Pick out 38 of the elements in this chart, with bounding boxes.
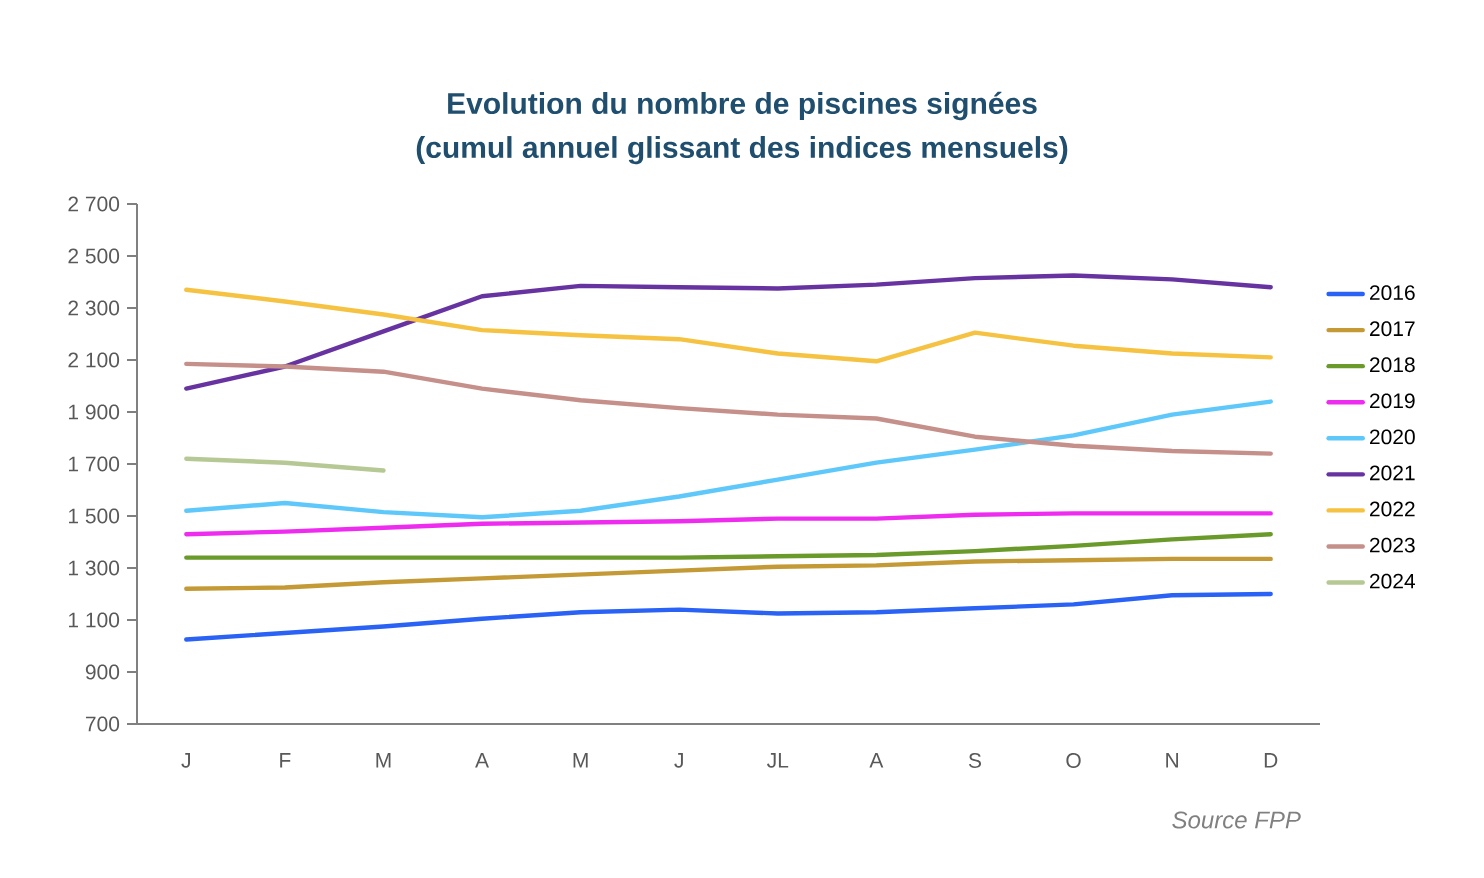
legend-label: 2024 — [1370, 573, 1416, 589]
x-tick-label: D — [1264, 753, 1278, 768]
legend-label: 2018 — [1370, 357, 1415, 373]
x-tick-label: S — [968, 753, 981, 768]
x-tick-label: M — [376, 753, 391, 768]
x-tick-label: A — [869, 753, 884, 768]
x-tick-label: F — [280, 753, 291, 768]
line-series — [184, 399, 1273, 520]
line-series — [184, 361, 1273, 456]
legend-label: 2017 — [1370, 321, 1415, 337]
x-tick-label: JL — [767, 753, 789, 768]
y-tick-label: 1 900 — [68, 404, 120, 420]
y-tick-label: 1 300 — [68, 560, 120, 576]
x-tick-label: N — [1166, 753, 1178, 768]
line-series — [184, 287, 1273, 364]
legend-label: 2020 — [1370, 429, 1415, 445]
y-tick-label: 2 100 — [68, 352, 120, 368]
y-tick-label: 2 300 — [68, 300, 120, 316]
x-tick-label: J — [181, 753, 190, 768]
legend-label: 2023 — [1370, 537, 1415, 553]
x-tick-label: M — [573, 753, 588, 768]
x-tick-label: J — [674, 753, 683, 768]
chart-title: Evolution du nombre de piscines signées (cumul annuel glissant des indices mensuels) — [416, 91, 1068, 165]
x-tick-label: A — [475, 753, 489, 768]
y-tick-label: 1 500 — [68, 508, 120, 524]
y-tick-label: 2 500 — [68, 248, 120, 264]
source-note: Source FPP — [1172, 811, 1301, 829]
legend-label: 2021 — [1370, 465, 1415, 481]
line-series — [184, 273, 1273, 391]
x-tick-label: O — [1066, 753, 1081, 768]
y-tick-label: 900 — [85, 664, 120, 680]
y-tick-label: 700 — [85, 716, 120, 732]
y-tick-label: 2 700 — [68, 196, 120, 212]
legend-label: 2022 — [1370, 501, 1415, 517]
y-tick-label: 1 700 — [68, 456, 120, 472]
legend-label: 2019 — [1370, 393, 1415, 409]
y-tick-label: 1 100 — [68, 612, 120, 628]
legend-label: 2016 — [1370, 285, 1415, 301]
